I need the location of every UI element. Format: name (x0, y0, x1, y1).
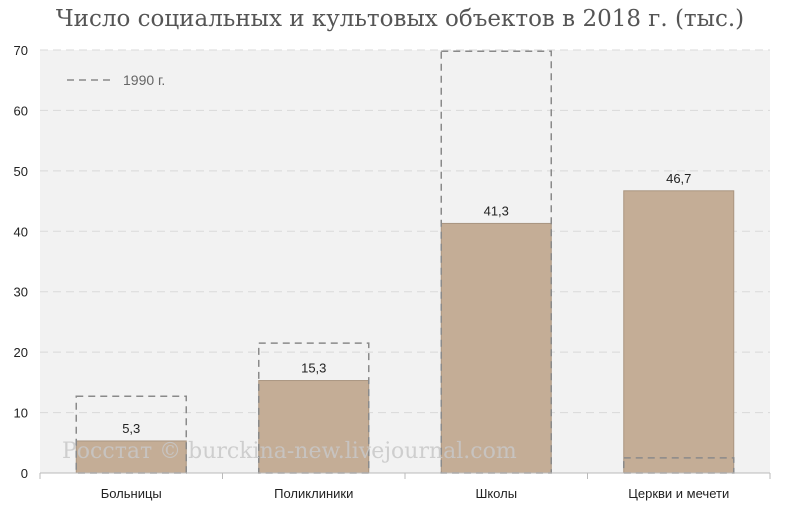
bar-2018 (623, 190, 735, 474)
bar-2018 (440, 222, 552, 474)
category-label: Школы (475, 486, 517, 501)
legend: 1990 г. (67, 72, 165, 88)
y-tick-label: 10 (14, 406, 28, 421)
watermark: Росстат © burckina-new.livejournal.com (62, 439, 517, 464)
chart-title: Число социальных и культовых объектов в … (55, 6, 745, 32)
bars-2018 (75, 190, 735, 474)
value-label: 46,7 (666, 171, 691, 186)
value-label: 41,3 (484, 203, 509, 218)
category-label: Церкви и мечети (628, 486, 729, 501)
y-tick-label: 70 (14, 43, 28, 58)
value-label: 5,3 (122, 421, 140, 436)
category-label: Больницы (101, 486, 162, 501)
bar-1990 (440, 50, 552, 474)
y-tick-label: 50 (14, 164, 28, 179)
y-tick-label: 0 (21, 466, 28, 481)
y-tick-label: 40 (14, 224, 28, 239)
value-labels: 5,3 15,3 41,3 46,7 (122, 171, 691, 436)
y-tick-label: 30 (14, 285, 28, 300)
gridlines (40, 49, 770, 414)
y-tick-label: 20 (14, 345, 28, 360)
bar-2018 (258, 380, 370, 474)
value-label: 15,3 (301, 361, 326, 376)
legend-label: 1990 г. (123, 72, 165, 88)
category-labels: Больницы Поликлиники Школы Церкви и мечети (39, 473, 771, 501)
category-label: Поликлиники (274, 486, 353, 501)
y-tick-label: 60 (14, 103, 28, 118)
y-axis-ticks: 0 10 20 30 40 50 60 70 (14, 43, 28, 481)
